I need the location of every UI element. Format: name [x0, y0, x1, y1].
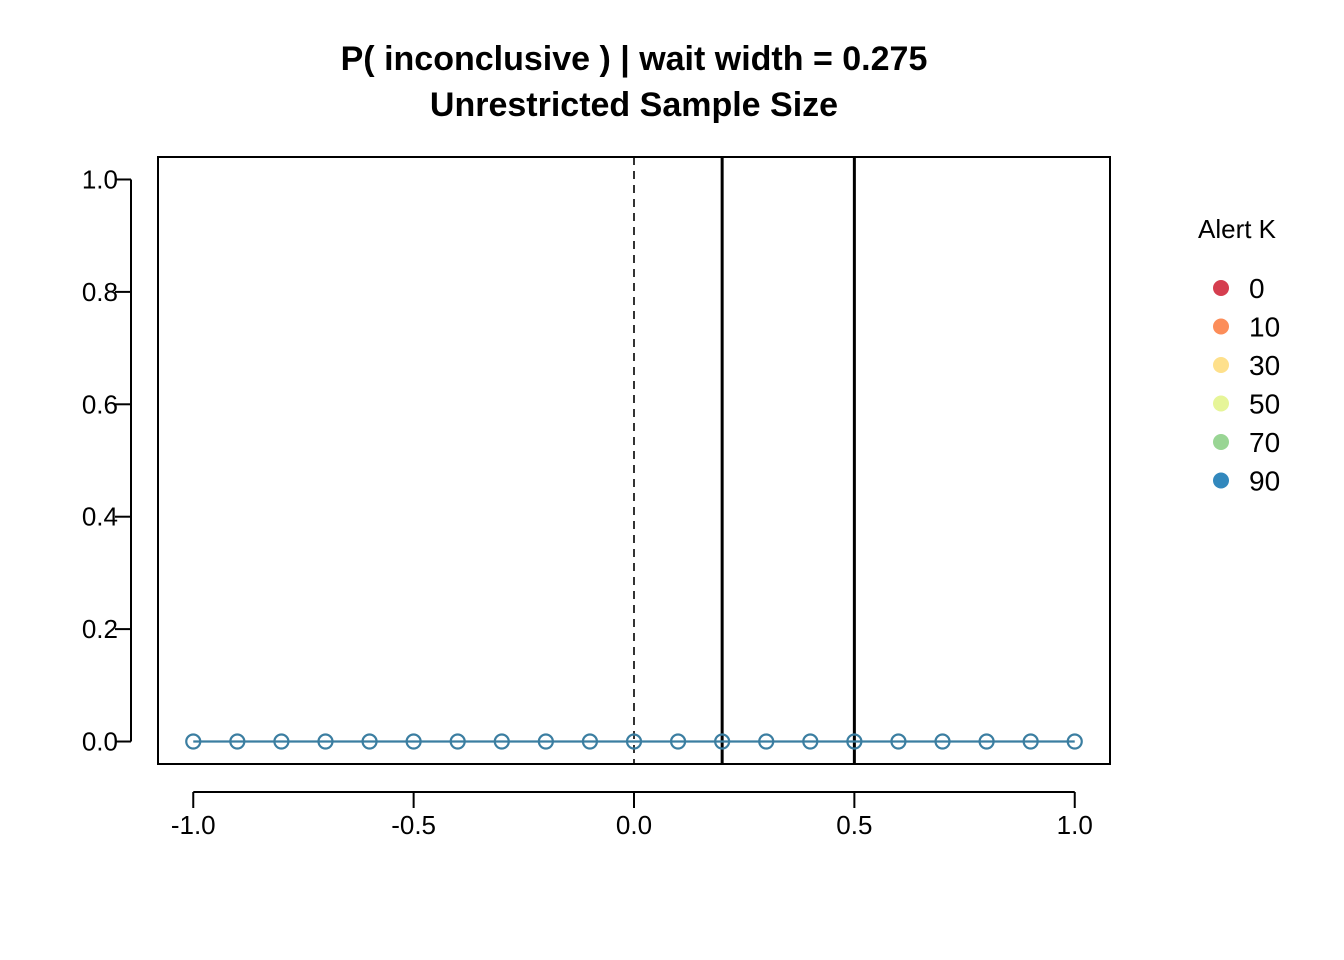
data-series	[185, 733, 1083, 750]
legend-label: 50	[1249, 389, 1280, 420]
y-axis: 0.0 0.2 0.4 0.6 0.8 1.0	[82, 164, 132, 757]
data-point	[229, 733, 246, 750]
legend-marker	[1213, 357, 1229, 373]
data-point	[934, 733, 951, 750]
data-point	[1022, 733, 1039, 750]
legend-label: 10	[1249, 312, 1280, 343]
data-point	[581, 733, 599, 750]
x-tick-label: 0.0	[616, 810, 652, 840]
data-point	[405, 733, 422, 750]
x-tick-label: 1.0	[1057, 810, 1093, 840]
data-point	[493, 733, 510, 750]
data-point	[449, 733, 466, 750]
legend: Alert K 0 10 30 50 70 90	[1198, 214, 1280, 497]
legend-title: Alert K	[1198, 214, 1277, 244]
legend-label: 0	[1249, 273, 1265, 304]
reference-lines	[633, 157, 856, 764]
legend-marker	[1213, 472, 1229, 489]
data-point	[802, 733, 819, 750]
chart-subtitle: Unrestricted Sample Size	[430, 86, 838, 124]
data-point	[537, 733, 554, 750]
data-point	[758, 733, 775, 750]
x-tick-label: 0.5	[836, 810, 872, 840]
data-point	[846, 733, 863, 750]
legend-label: 90	[1249, 466, 1280, 497]
legend-label: 70	[1249, 427, 1280, 458]
x-tick-label: -0.5	[391, 810, 436, 840]
y-tick-label: 0.2	[82, 614, 118, 644]
y-tick-label: 1.0	[82, 164, 118, 194]
data-point	[714, 733, 731, 750]
chart-title: P( inconclusive ) | wait width = 0.275	[341, 40, 928, 78]
legend-marker	[1213, 434, 1229, 450]
x-tick-label: -1.0	[171, 810, 216, 840]
legend-marker	[1213, 395, 1229, 412]
y-tick-label: 0.4	[82, 502, 118, 532]
y-tick-label: 0.8	[82, 277, 118, 307]
data-point	[1066, 733, 1083, 750]
legend-entries: 0 10 30 50 70 90	[1213, 273, 1280, 497]
data-point	[273, 733, 290, 750]
y-tick-label: 0.6	[82, 389, 118, 419]
data-point	[361, 733, 378, 750]
data-point	[669, 733, 687, 750]
x-axis: -1.0 -0.5 0.0 0.5 1.0	[171, 791, 1093, 840]
legend-label: 30	[1249, 350, 1280, 381]
data-point	[185, 733, 202, 750]
data-point	[978, 733, 995, 750]
legend-marker	[1213, 280, 1229, 296]
data-point	[625, 733, 643, 750]
y-tick-label: 0.0	[82, 727, 118, 757]
data-point	[317, 733, 334, 750]
data-point	[890, 733, 907, 750]
legend-marker	[1213, 318, 1229, 335]
